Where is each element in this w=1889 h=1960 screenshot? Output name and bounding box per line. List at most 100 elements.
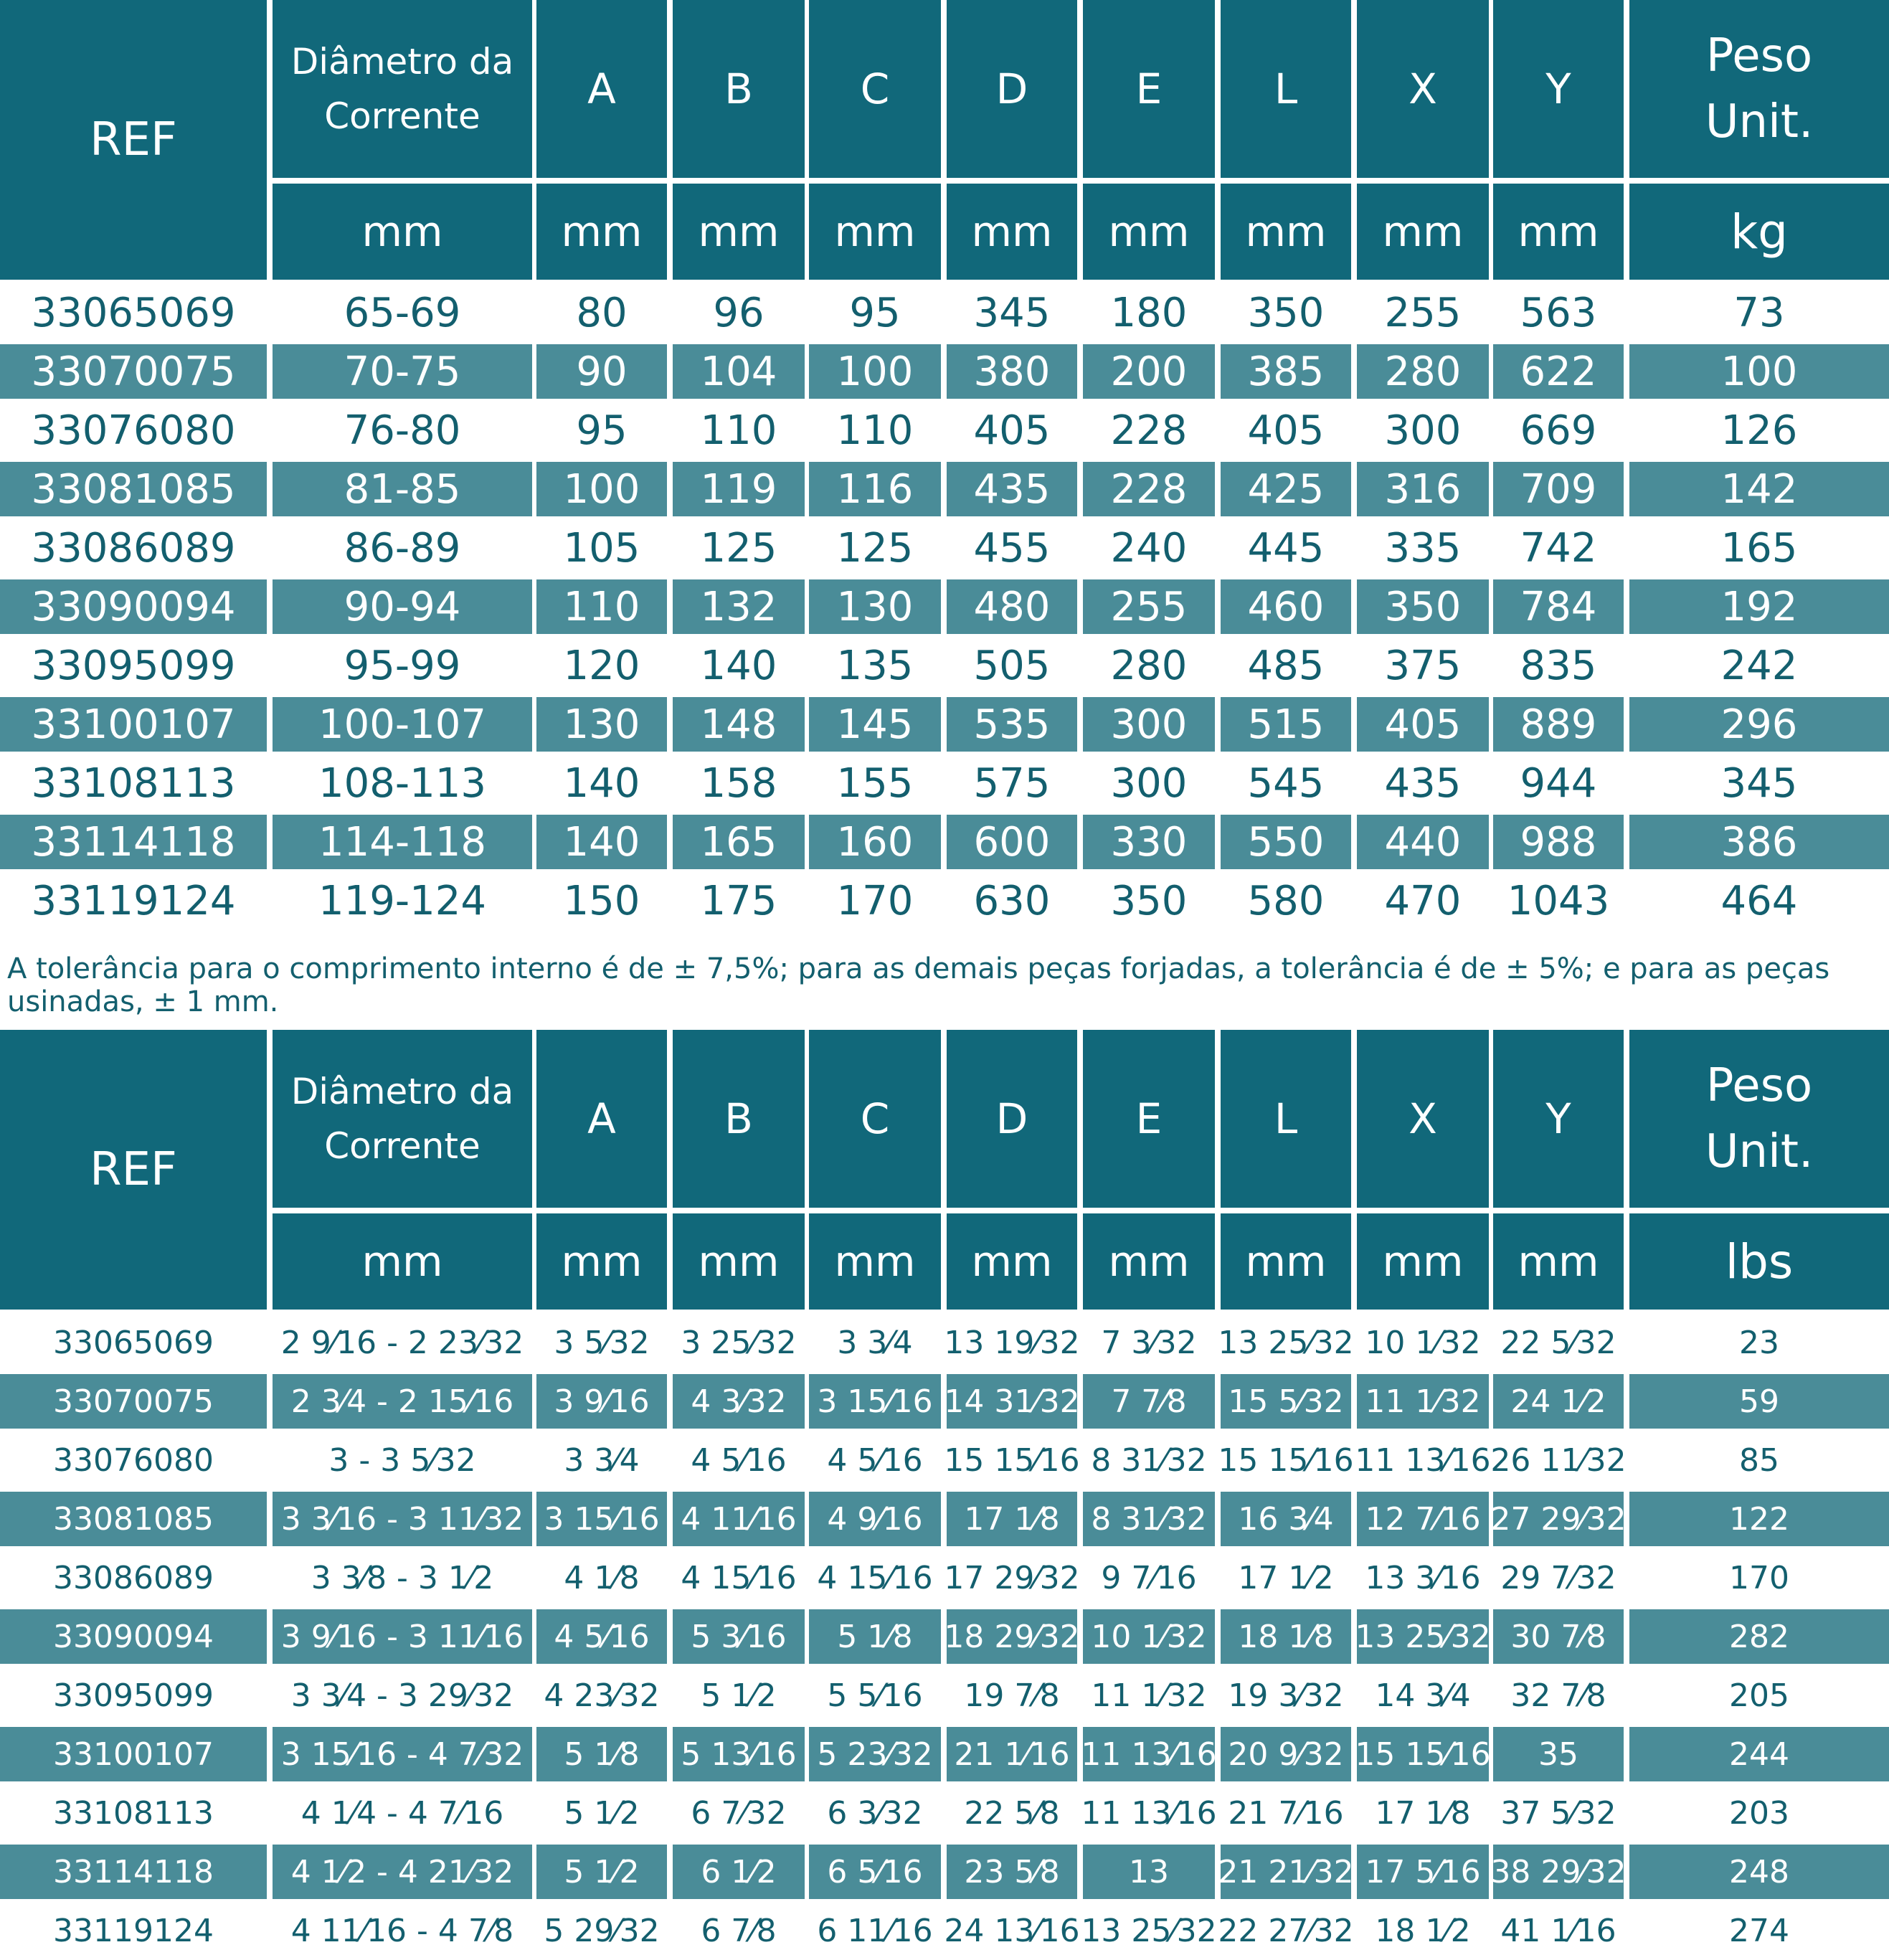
- cell-a: 95: [536, 403, 667, 458]
- cell-e: 228: [1083, 462, 1215, 516]
- cell-diameter: 70-75: [273, 344, 532, 399]
- cell-diameter: 76-80: [273, 403, 532, 458]
- unit-y: mm: [1493, 1213, 1624, 1310]
- cell-x: 375: [1357, 638, 1489, 693]
- table-row: 33095099 95-99 120 140 135 505 280 485 375 835 242: [0, 638, 1889, 693]
- cell-a: 105: [536, 521, 667, 575]
- table-row: 33108113 4 1⁄4 - 4 7⁄16 5 1⁄2 6 7⁄32 6 3⁄32 2…: [0, 1786, 1889, 1840]
- cell-l: 350: [1221, 285, 1351, 340]
- cell-b: 5 13⁄16: [673, 1727, 805, 1781]
- cell-weight: 242: [1629, 638, 1889, 693]
- cell-d: 380: [947, 344, 1077, 399]
- unit-l: mm: [1221, 1213, 1351, 1310]
- cell-c: 155: [809, 756, 941, 810]
- cell-e: 11 13⁄16: [1081, 1786, 1217, 1840]
- cell-ref: 33086089: [0, 521, 267, 575]
- cell-y: 29 7⁄32: [1493, 1551, 1624, 1605]
- cell-e: 240: [1083, 521, 1215, 575]
- cell-diameter: 4 1⁄2 - 4 21⁄32: [273, 1845, 532, 1899]
- metric-header-row: REF Diâmetro da Corrente A B C D E L X Y…: [0, 0, 1889, 280]
- cell-e: 330: [1083, 815, 1215, 869]
- cell-diameter: 3 15⁄16 - 4 7⁄32: [273, 1727, 532, 1781]
- cell-c: 145: [809, 697, 941, 752]
- cell-e: 8 31⁄32: [1083, 1492, 1215, 1546]
- unit-c: mm: [809, 1213, 941, 1310]
- cell-c: 3 3⁄4: [809, 1315, 941, 1370]
- cell-e: 280: [1083, 638, 1215, 693]
- table-row: 33114118 4 1⁄2 - 4 21⁄32 5 1⁄2 6 1⁄2 6 5⁄16 2…: [0, 1845, 1889, 1899]
- cell-b: 132: [673, 579, 805, 634]
- cell-diameter: 3 9⁄16 - 3 11⁄16: [273, 1609, 532, 1664]
- cell-d: 600: [947, 815, 1077, 869]
- cell-a: 3 9⁄16: [536, 1374, 667, 1429]
- unit-e: mm: [1083, 184, 1215, 280]
- cell-y: 988: [1493, 815, 1624, 869]
- cell-l: 17 1⁄2: [1221, 1551, 1351, 1605]
- cell-l: 460: [1221, 579, 1351, 634]
- cell-diameter: 3 - 3 5⁄32: [273, 1433, 532, 1487]
- header-ref: REF: [0, 0, 267, 280]
- cell-b: 4 11⁄16: [673, 1492, 805, 1546]
- cell-ref: 33108113: [0, 756, 267, 810]
- cell-l: 445: [1221, 521, 1351, 575]
- cell-y: 784: [1493, 579, 1624, 634]
- unit-weight: lbs: [1629, 1213, 1889, 1310]
- table-row: 33100107 3 15⁄16 - 4 7⁄32 5 1⁄8 5 13⁄16 5 23…: [0, 1727, 1889, 1781]
- cell-d: 14 31⁄32: [944, 1374, 1080, 1429]
- cell-d: 535: [947, 697, 1077, 752]
- cell-weight: 122: [1629, 1492, 1889, 1546]
- cell-ref: 33095099: [0, 638, 267, 693]
- cell-a: 4 5⁄16: [536, 1609, 667, 1664]
- cell-d: 17 29⁄32: [944, 1551, 1080, 1605]
- cell-a: 140: [536, 815, 667, 869]
- cell-y: 563: [1493, 285, 1624, 340]
- cell-x: 280: [1357, 344, 1489, 399]
- imperial-units-row: mm mm mm mm mm mm mm mm mm lbs: [0, 1213, 1889, 1310]
- header-diameter: Diâmetro da Corrente: [273, 1030, 532, 1208]
- cell-diameter: 119-124: [273, 874, 532, 928]
- cell-c: 5 23⁄32: [809, 1727, 941, 1781]
- unit-y: mm: [1493, 184, 1624, 280]
- header-d: D: [947, 1030, 1077, 1208]
- table-row: 33076080 76-80 95 110 110 405 228 405 300 669 126: [0, 403, 1889, 458]
- cell-weight: 244: [1629, 1727, 1889, 1781]
- cell-l: 15 15⁄16: [1218, 1433, 1354, 1487]
- cell-e: 11 1⁄32: [1083, 1668, 1215, 1723]
- cell-c: 6 5⁄16: [809, 1845, 941, 1899]
- table-row: 33108113 108-113 140 158 155 575 300 545 435 944 3…: [0, 756, 1889, 810]
- cell-e: 180: [1083, 285, 1215, 340]
- header-y: Y: [1493, 0, 1624, 178]
- header-c: C: [809, 0, 941, 178]
- cell-b: 5 1⁄2: [673, 1668, 805, 1723]
- cell-weight: 170: [1629, 1551, 1889, 1605]
- cell-weight: 142: [1629, 462, 1889, 516]
- cell-x: 17 5⁄16: [1357, 1845, 1489, 1899]
- header-y: Y: [1493, 1030, 1624, 1208]
- cell-e: 228: [1083, 403, 1215, 458]
- table-row: 33081085 3 3⁄16 - 3 11⁄32 3 15⁄16 4 11⁄16 4 …: [0, 1492, 1889, 1546]
- cell-l: 545: [1221, 756, 1351, 810]
- cell-weight: 126: [1629, 403, 1889, 458]
- cell-d: 21 1⁄16: [947, 1727, 1077, 1781]
- cell-y: 35: [1493, 1727, 1624, 1781]
- cell-x: 335: [1357, 521, 1489, 575]
- cell-c: 100: [809, 344, 941, 399]
- cell-diameter: 65-69: [273, 285, 532, 340]
- header-b: B: [673, 1030, 805, 1208]
- cell-ref: 33070075: [0, 1374, 267, 1429]
- cell-y: 38 29⁄32: [1490, 1845, 1627, 1899]
- table-row: 33090094 3 9⁄16 - 3 11⁄16 4 5⁄16 5 3⁄16 5 1⁄…: [0, 1609, 1889, 1664]
- cell-l: 425: [1221, 462, 1351, 516]
- header-b: B: [673, 0, 805, 178]
- cell-ref: 33119124: [0, 1903, 267, 1958]
- cell-d: 480: [947, 579, 1077, 634]
- cell-y: 22 5⁄32: [1493, 1315, 1624, 1370]
- cell-a: 5 29⁄32: [536, 1903, 667, 1958]
- cell-weight: 203: [1629, 1786, 1889, 1840]
- cell-l: 18 1⁄8: [1221, 1609, 1351, 1664]
- cell-ref: 33081085: [0, 462, 267, 516]
- cell-e: 350: [1083, 874, 1215, 928]
- cell-ref: 33081085: [0, 1492, 267, 1546]
- table-row: 33065069 65-69 80 96 95 345 180 350 255 563 73: [0, 285, 1889, 340]
- cell-ref: 33065069: [0, 285, 267, 340]
